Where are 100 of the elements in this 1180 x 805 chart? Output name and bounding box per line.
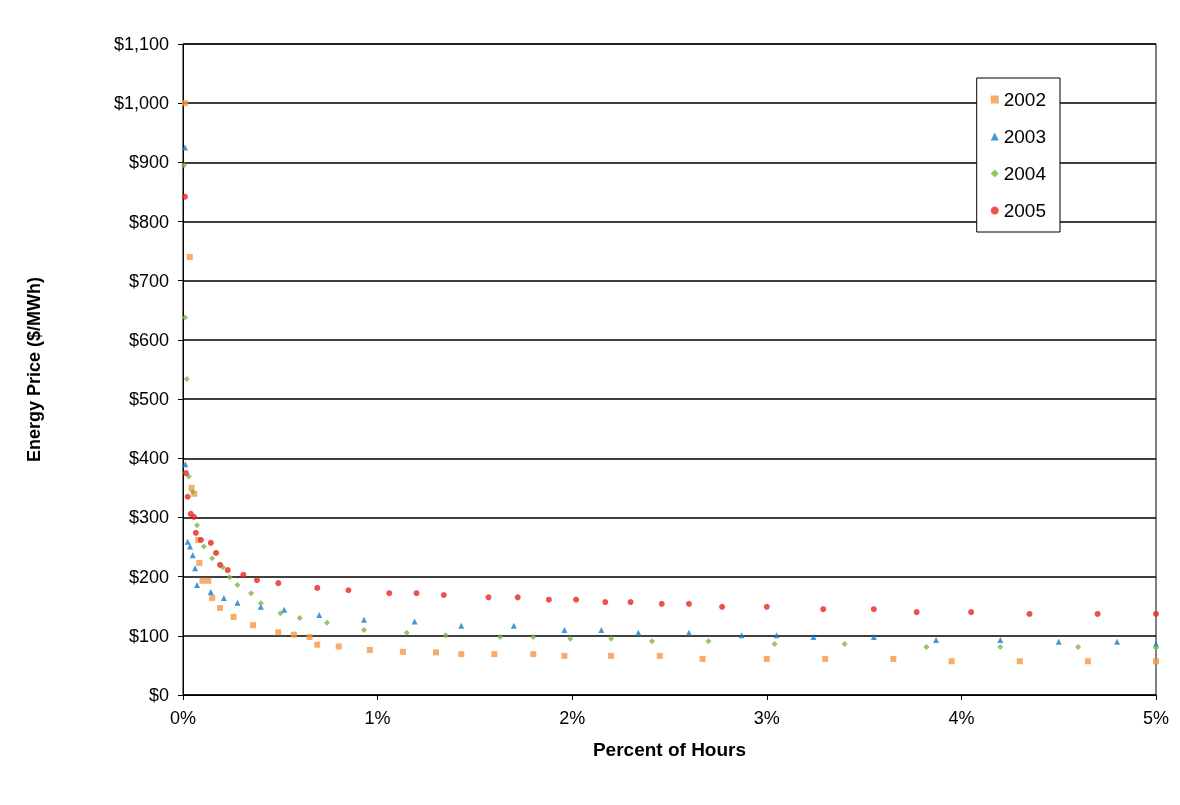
- point: [181, 100, 188, 107]
- point: [648, 638, 655, 645]
- point: [598, 626, 605, 633]
- y-tick-label: $800: [128, 211, 169, 232]
- point: [192, 565, 199, 572]
- x-tick-label: 3%: [753, 708, 780, 728]
- point: [1055, 638, 1062, 645]
- y-tick-label: $400: [128, 448, 169, 469]
- point: [224, 567, 231, 574]
- point: [656, 652, 663, 659]
- point: [685, 629, 692, 636]
- point: [192, 529, 199, 536]
- point: [997, 644, 1004, 651]
- point: [635, 629, 642, 636]
- y-tick-label: $1,000: [113, 93, 169, 114]
- point: [181, 193, 188, 200]
- y-axis-title: Energy Price ($/MWh): [24, 276, 44, 463]
- point: [335, 643, 342, 650]
- point: [890, 655, 897, 662]
- point: [510, 622, 517, 629]
- x-axis-title: Percent of Hours: [592, 739, 747, 760]
- y-tick-label: $700: [128, 270, 169, 291]
- point: [870, 634, 877, 640]
- point: [530, 651, 537, 658]
- point: [1026, 610, 1033, 617]
- point: [399, 648, 406, 655]
- point: [442, 632, 449, 639]
- legend-label: 2004: [1003, 163, 1047, 184]
- point: [226, 574, 233, 581]
- point: [810, 634, 817, 640]
- point: [627, 599, 634, 606]
- y-tick-label: $0: [148, 685, 169, 705]
- point: [841, 641, 848, 648]
- point: [360, 626, 367, 633]
- point: [314, 584, 321, 591]
- point: [234, 599, 241, 606]
- point: [1152, 658, 1159, 665]
- point: [699, 655, 706, 662]
- point: [183, 375, 190, 382]
- point: [763, 603, 770, 610]
- point: [181, 144, 188, 151]
- point: [923, 644, 930, 651]
- point: [738, 632, 745, 639]
- point: [491, 651, 498, 658]
- point: [497, 634, 504, 640]
- legend-label: 2002: [1003, 89, 1047, 110]
- point: [933, 636, 940, 643]
- point: [248, 590, 255, 597]
- point: [608, 652, 615, 659]
- y-tick-label: $300: [128, 507, 169, 528]
- point: [386, 590, 393, 597]
- point: [773, 632, 780, 639]
- point: [194, 581, 201, 588]
- point: [250, 622, 257, 629]
- y-tick-label: $500: [128, 389, 169, 410]
- point: [324, 619, 330, 626]
- point: [296, 615, 303, 622]
- point: [458, 651, 465, 658]
- legend-label: 2005: [1003, 200, 1047, 221]
- y-tick-label: $1,100: [113, 34, 169, 54]
- point: [411, 618, 418, 625]
- point: [705, 638, 712, 645]
- y-tick-label: $200: [128, 566, 169, 587]
- point: [602, 599, 609, 606]
- point: [181, 314, 188, 321]
- point: [1016, 658, 1023, 665]
- x-tick-label: 0%: [169, 708, 197, 728]
- point: [230, 613, 237, 620]
- point: [440, 591, 447, 598]
- point: [458, 622, 465, 629]
- point: [194, 522, 201, 529]
- x-tick-label: 5%: [1142, 708, 1169, 728]
- point: [200, 543, 207, 550]
- y-tick-label: $900: [128, 152, 169, 173]
- point: [186, 254, 193, 261]
- point: [432, 649, 439, 656]
- point: [277, 610, 284, 617]
- point: [281, 606, 288, 613]
- point: [216, 605, 223, 611]
- point: [1075, 644, 1082, 651]
- point: [413, 590, 420, 597]
- point: [213, 549, 220, 556]
- point: [948, 658, 955, 665]
- point: [253, 577, 260, 584]
- point: [234, 581, 241, 588]
- point: [187, 543, 194, 550]
- point: [719, 603, 726, 610]
- point: [209, 555, 216, 562]
- point: [314, 641, 321, 648]
- legend-label: 2003: [1003, 126, 1047, 147]
- point: [997, 636, 1004, 643]
- point: [820, 606, 827, 613]
- point: [196, 560, 203, 567]
- point: [275, 629, 282, 636]
- point: [199, 577, 206, 584]
- point: [545, 596, 552, 603]
- point: [209, 594, 216, 601]
- point: [345, 587, 352, 594]
- point: [608, 635, 615, 642]
- point: [567, 635, 574, 642]
